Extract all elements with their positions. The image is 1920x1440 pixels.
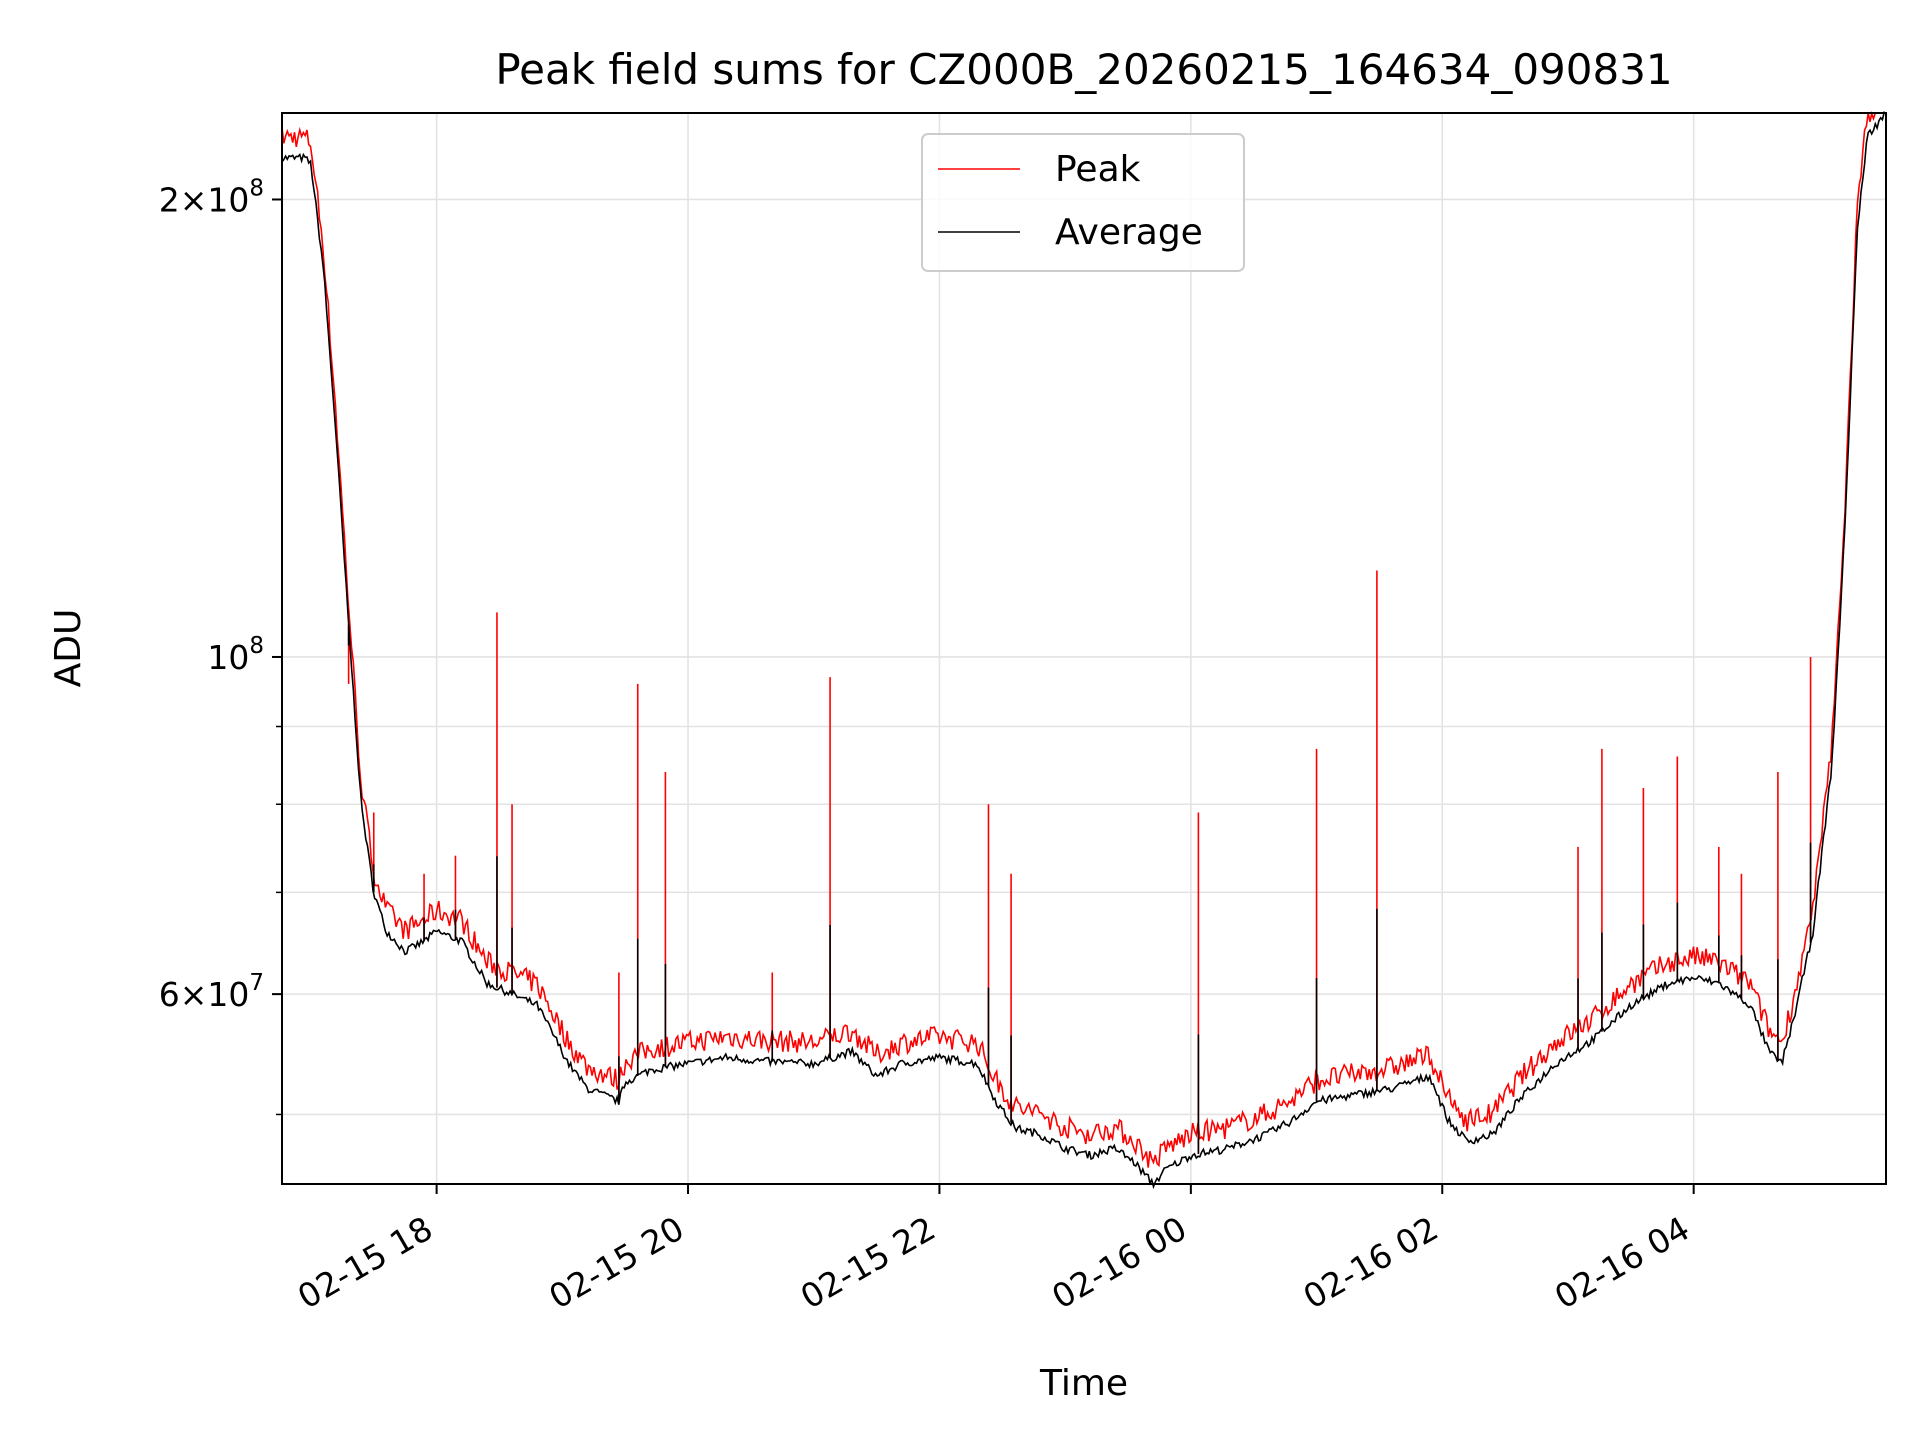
- y-tick-label: 108: [207, 633, 264, 677]
- legend-peak-label: Peak: [1055, 149, 1141, 190]
- y-tick-base: 10: [207, 180, 249, 219]
- legend-average-label: Average: [1055, 212, 1203, 253]
- y-tick-exponent: 8: [249, 175, 264, 201]
- chart-title: Peak field sums for CZ000B_20260215_1646…: [495, 45, 1672, 94]
- peak-line: [281, 110, 1886, 1168]
- y-tick-base: 10: [207, 975, 249, 1014]
- y-axis-label: ADU: [48, 609, 89, 688]
- grid: [282, 113, 1886, 1184]
- y-tick-exponent: 8: [249, 633, 264, 659]
- plot-frame: [281, 112, 1887, 1185]
- y-tick-base: 10: [207, 638, 249, 677]
- average-line: [281, 111, 1887, 1190]
- peak-series: [281, 110, 1886, 1168]
- legend: Peak Average: [921, 133, 1245, 272]
- y-tick-times: ×: [180, 180, 208, 219]
- y-tick-times: ×: [180, 975, 208, 1014]
- y-tick-label: 6×107: [159, 970, 264, 1014]
- y-tick-exponent: 7: [249, 970, 264, 996]
- y-tick-label: 2×108: [159, 175, 264, 219]
- y-tick-mantissa: 2: [159, 180, 180, 219]
- average-series: [281, 111, 1887, 1190]
- x-axis-label: Time: [1039, 1363, 1128, 1404]
- y-tick-mantissa: 6: [159, 975, 180, 1014]
